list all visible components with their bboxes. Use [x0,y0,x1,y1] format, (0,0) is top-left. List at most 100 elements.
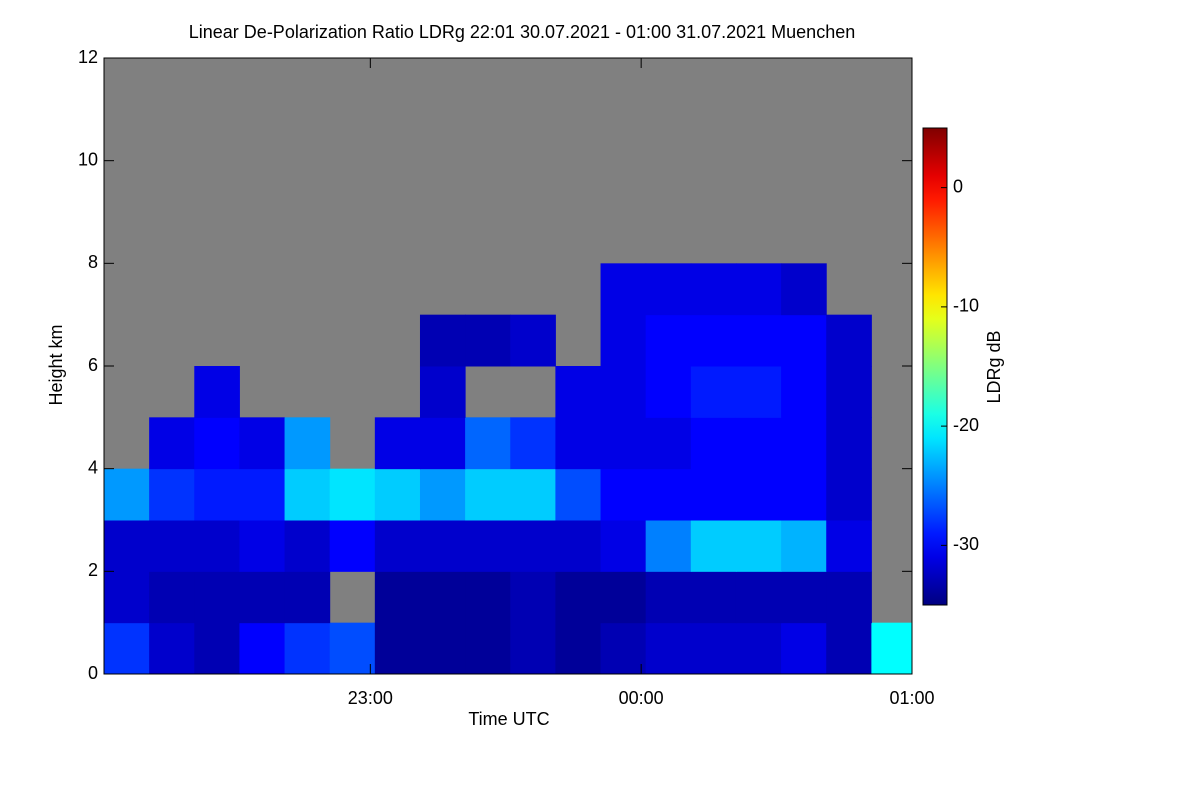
heatmap-cell [826,520,872,572]
y-tick-label: 0 [88,663,98,683]
heatmap-cell [600,622,647,675]
heatmap-cell [510,417,556,470]
heatmap-cell [735,417,782,470]
heatmap-cell [284,622,331,675]
heatmap-cell [149,520,195,572]
heatmap-cell [690,571,737,624]
y-tick-label: 6 [88,355,98,375]
colorbar-tick-label: -20 [953,415,979,435]
heatmap-cell [149,468,195,521]
colorbar-label: LDRg dB [984,330,1004,403]
heatmap-cell [284,417,331,470]
heatmap-cell [465,314,511,367]
heatmap-cell [194,622,240,675]
heatmap-cell [284,520,331,572]
heatmap-cell [194,366,240,418]
heatmap-cell [104,571,150,624]
heatmap-cell [826,622,872,675]
colorbar-tick-label: 0 [953,176,963,196]
heatmap-cell [465,520,511,572]
heatmap-cell [419,314,466,367]
heatmap-cell [690,520,737,572]
heatmap-cell [104,520,150,572]
heatmap-cell [690,468,737,521]
heatmap-cell [465,622,511,675]
heatmap-cell [329,622,376,675]
heatmap-cell [374,417,421,470]
heatmap-cell [645,520,692,572]
heatmap-cell [374,571,421,624]
heatmap-cell [419,468,466,521]
y-axis-label: Height km [46,324,66,405]
heatmap-cell [781,366,827,418]
heatmap-cell [465,417,511,470]
heatmap-cell [645,571,692,624]
heatmap-cell [645,263,692,316]
x-axis-label: Time UTC [468,709,549,729]
heatmap-cell [826,417,872,470]
y-tick-label: 12 [78,47,98,67]
heatmap-cell [284,468,331,521]
heatmap-cell [194,520,240,572]
heatmap-cell [645,314,692,367]
colorbar-tick-label: -10 [953,296,979,316]
y-tick-label: 8 [88,252,98,272]
heatmap-cell [329,520,376,572]
heatmap-cell [735,468,782,521]
heatmap-cell [735,314,782,367]
colorbar-tick-label: -30 [953,534,979,554]
y-tick-label: 2 [88,560,98,580]
heatmap-cell [600,417,647,470]
heatmap-cell [781,263,827,316]
heatmap-cell [781,468,827,521]
heatmap-cell [510,520,556,572]
heatmap-cell [600,314,647,367]
heatmap-cell [194,571,240,624]
heatmap-cell [555,520,602,572]
chart-title: Linear De-Polarization Ratio LDRg 22:01 … [189,22,855,42]
heatmap-cell [510,468,556,521]
heatmap-cell [104,622,150,675]
heatmap-cell [419,366,466,418]
heatmap-cell [600,468,647,521]
heatmap-cell [104,468,150,521]
heatmap-cell [239,520,286,572]
heatmap-cell [555,571,602,624]
heatmap-cell [374,468,421,521]
heatmap-cell [600,520,647,572]
heatmap-cell [690,366,737,418]
heatmap-cell [194,417,240,470]
heatmap-cell [465,571,511,624]
heatmap-cell [826,571,872,624]
heatmap-cell [735,571,782,624]
heatmap-cell [600,366,647,418]
y-tick-label: 4 [88,457,98,477]
heatmap-cell [510,314,556,367]
heatmap-cell [329,468,376,521]
colorbar [922,127,948,606]
x-tick-label: 23:00 [348,688,393,708]
heatmap-cell [284,571,331,624]
heatmap-cell [781,314,827,367]
heatmap-cell [600,263,647,316]
heatmap-cell [419,571,466,624]
heatmap-cell [239,468,286,521]
heatmap-cell [419,520,466,572]
heatmap-cell [781,622,827,675]
heatmap-cell [645,366,692,418]
heatmap-cell [690,314,737,367]
heatmap-cell [555,366,602,418]
x-tick-label: 01:00 [889,688,934,708]
heatmap-cell [149,571,195,624]
heatmap-cell [510,622,556,675]
y-tick-label: 10 [78,149,98,169]
heatmap-cell [826,314,872,367]
heatmap-cell [735,520,782,572]
heatmap-cell [781,417,827,470]
heatmap-cell [194,468,240,521]
heatmap-cell [149,417,195,470]
heatmap-cell [555,417,602,470]
heatmap-cell [239,571,286,624]
heatmap-cell [781,571,827,624]
